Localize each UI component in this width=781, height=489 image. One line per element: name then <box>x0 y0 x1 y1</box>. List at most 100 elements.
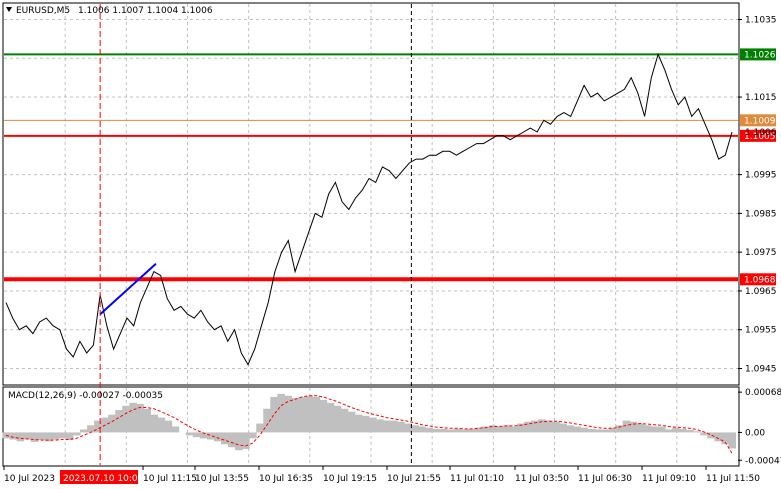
macd-bar <box>94 420 102 433</box>
macd-bar <box>361 415 370 433</box>
macd-bar <box>291 398 300 433</box>
macd-bar <box>87 425 95 433</box>
macd-histogram <box>2 393 737 454</box>
macd-bar <box>432 428 440 433</box>
level-price-tag <box>740 48 776 61</box>
level-price-tag <box>740 273 776 286</box>
macd-bar <box>502 425 511 433</box>
markers-layer <box>99 4 412 465</box>
macd-bar <box>552 421 560 433</box>
time-tick-label: 11 Jul 06:30 <box>578 474 632 484</box>
macd-bar <box>143 408 151 433</box>
macd-bar <box>636 423 645 433</box>
price-tick-label: 1.0995 <box>745 171 777 181</box>
macd-bar <box>319 399 328 433</box>
macd-bar <box>383 420 391 433</box>
macd-bar <box>347 411 356 433</box>
macd-tick-label: 0.00068 <box>745 388 781 398</box>
macd-bar <box>672 427 680 433</box>
macd-bar <box>80 429 88 433</box>
macd-bar <box>693 431 701 433</box>
macd-bar <box>213 432 222 442</box>
macd-bar <box>256 423 264 433</box>
time-tick-label: 10 Jul 13:55 <box>195 474 249 484</box>
time-tick-label: 10 Jul 19:15 <box>323 474 377 484</box>
macd-bar <box>44 432 53 442</box>
symbol-dropdown-icon[interactable] <box>6 7 12 12</box>
macd-bar <box>270 396 278 433</box>
symbol-label: EURUSD,M5 <box>16 6 70 16</box>
price-line-layer <box>5 52 733 366</box>
price-tick-label: 1.0985 <box>745 209 777 219</box>
macd-bar <box>369 417 377 433</box>
macd-bar <box>51 432 60 440</box>
macd-bar <box>665 429 673 433</box>
macd-bar <box>16 432 25 442</box>
macd-bar <box>136 403 144 433</box>
macd-bar <box>495 426 504 433</box>
level-price-label: 1.1009 <box>744 116 776 126</box>
macd-bar <box>439 428 448 433</box>
macd-bar <box>517 423 525 433</box>
macd-bar <box>446 429 455 433</box>
time-tick-label: 11 Jul 01:10 <box>450 474 504 484</box>
level-price-label: 1.1005 <box>744 132 776 142</box>
macd-bar <box>700 432 708 436</box>
macd-bar <box>390 420 398 433</box>
time-tick-label: 11 Jul 09:10 <box>642 474 696 484</box>
price-tick-label: 1.0945 <box>745 364 777 374</box>
macd-bar <box>608 427 617 433</box>
macd-axis: 0.00068 0.00 -0.00047 <box>738 388 781 466</box>
price-line <box>5 52 733 366</box>
macd-bar <box>615 425 624 433</box>
macd-bar <box>65 432 74 441</box>
macd-tick-label: -0.00047 <box>745 456 781 466</box>
macd-bar <box>72 432 81 436</box>
time-tick-label: 10 Jul 21:55 <box>387 474 441 484</box>
macd-bar <box>650 426 659 433</box>
macd-bar <box>192 432 201 438</box>
date-marker-tag <box>60 470 138 484</box>
macd-bar <box>23 432 32 440</box>
trend-line <box>99 263 157 315</box>
macd-bar <box>524 421 532 433</box>
time-tick-label: 11 Jul 03:50 <box>515 474 569 484</box>
macd-bar <box>622 420 631 433</box>
macd-bar <box>566 425 574 433</box>
macd-bar <box>481 426 490 433</box>
macd-bar <box>206 432 215 440</box>
macd-bar <box>298 396 307 433</box>
macd-bar <box>474 427 483 433</box>
ohlc-values: 1.1006 1.1007 1.1004 1.1006 <box>78 6 213 16</box>
macd-bar <box>242 432 250 450</box>
macd-bar <box>580 427 589 433</box>
horizontal-levels: 1.1026 1.1009 1.1005 1.0968 <box>4 48 776 286</box>
macd-bar <box>171 426 180 433</box>
time-tick-label: 10 Jul 2023 <box>4 474 55 484</box>
macd-bar <box>235 432 243 451</box>
macd-bar <box>326 402 335 433</box>
macd-bar <box>115 409 123 433</box>
macd-bar <box>594 429 603 433</box>
macd-bar <box>157 417 166 433</box>
level-price-tag <box>740 129 776 142</box>
macd-bar <box>397 421 405 433</box>
macd-bar <box>509 426 518 433</box>
price-tick-label: 1.0955 <box>745 326 777 336</box>
macd-bar <box>531 420 539 433</box>
macd-bar <box>587 428 596 433</box>
macd-bar <box>150 414 159 433</box>
price-axis: 1.1035 1.1015 1.0995 1.0985 1.0975 1.0965 1.09… <box>738 16 777 374</box>
macd-bar <box>199 432 208 439</box>
macd-bar <box>30 432 39 442</box>
macd-bar <box>559 423 567 433</box>
macd-bar <box>228 432 236 448</box>
current-price-label: 1.1006 <box>745 128 777 138</box>
macd-bar <box>460 429 469 433</box>
macd-bar <box>425 427 433 433</box>
macd-bar <box>284 395 292 433</box>
macd-signal-line <box>5 395 733 454</box>
price-tick-label: 1.0975 <box>745 248 777 258</box>
macd-bar <box>129 402 137 433</box>
